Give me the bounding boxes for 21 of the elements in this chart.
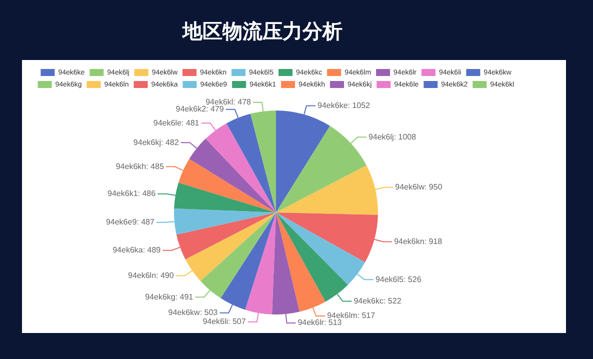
- data-label: 94ek6kn: 918: [394, 236, 443, 246]
- data-label: 94ek6l5: 526: [375, 274, 422, 284]
- data-label: 94ek6e9: 487: [106, 218, 155, 227]
- data-label: 94ek6lr: 513: [298, 318, 342, 328]
- data-label: 94ek6lm: 517: [327, 311, 376, 320]
- data-label: 94ek6li: 507: [202, 317, 246, 326]
- data-label: 94ek6ln: 490: [128, 271, 174, 280]
- data-label: 94ek6kg: 491: [145, 292, 194, 302]
- data-label: 94ek6kl: 478: [206, 98, 252, 107]
- data-label: 94ek6ka: 489: [112, 246, 162, 255]
- data-label: 94ek6le: 481: [153, 118, 200, 128]
- data-label: 94ek6lw: 950: [395, 182, 443, 192]
- data-label: 94ek6kw: 503: [168, 308, 218, 318]
- data-label: 94ek6lj: 1008: [368, 132, 417, 142]
- data-label: 94ek6k1: 486: [108, 189, 156, 198]
- chart-title: 地区物流压力分析: [180, 18, 344, 45]
- data-label: 94ek6kh: 485: [116, 162, 164, 171]
- data-label: 94ek6kc: 522: [354, 296, 402, 306]
- data-label: 94ek6ke: 1052: [318, 100, 371, 110]
- data-label: 94ek6kj: 482: [133, 138, 180, 147]
- data-label: 94ek6k2: 479: [176, 104, 224, 114]
